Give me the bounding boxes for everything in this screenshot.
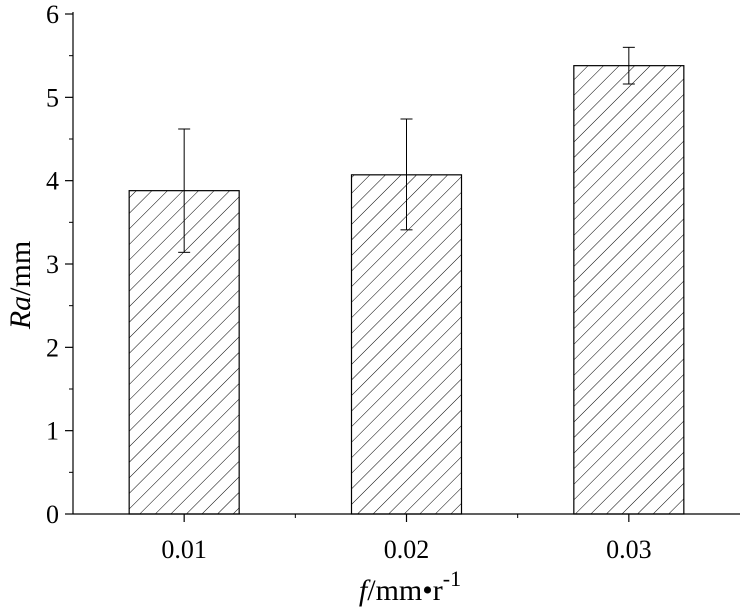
axes-layer: [65, 12, 740, 522]
y-tick-label-3: 3: [46, 250, 59, 279]
x-tick-label-0.03: 0.03: [606, 535, 652, 564]
y-axis-title-italic: Ra: [4, 296, 37, 330]
x-axis-title: f/mm•r-1: [359, 566, 461, 607]
x-tick-label-0.02: 0.02: [384, 535, 430, 564]
y-axis-title-text: /mm: [4, 241, 37, 296]
tick-labels-layer: 0.01 0.02 0.03 0 1 2 3 4 5 6: [46, 0, 652, 564]
error-bars-layer: [178, 46, 635, 253]
x-axis-title-superscript: -1: [443, 566, 461, 591]
y-tick-label-5: 5: [46, 83, 59, 112]
y-tick-label-6: 6: [46, 0, 59, 29]
bar-0.03: [573, 65, 685, 515]
y-tick-label-4: 4: [46, 167, 59, 196]
bar-0.02: [350, 174, 463, 515]
y-tick-label-1: 1: [46, 417, 59, 446]
y-tick-label-2: 2: [46, 333, 59, 362]
x-tick-label-0.01: 0.01: [161, 535, 207, 564]
x-axis-title-text: /mm•r: [367, 574, 443, 607]
y-axis-title: Ra/mm: [4, 241, 37, 330]
y-tick-label-0: 0: [46, 500, 59, 529]
